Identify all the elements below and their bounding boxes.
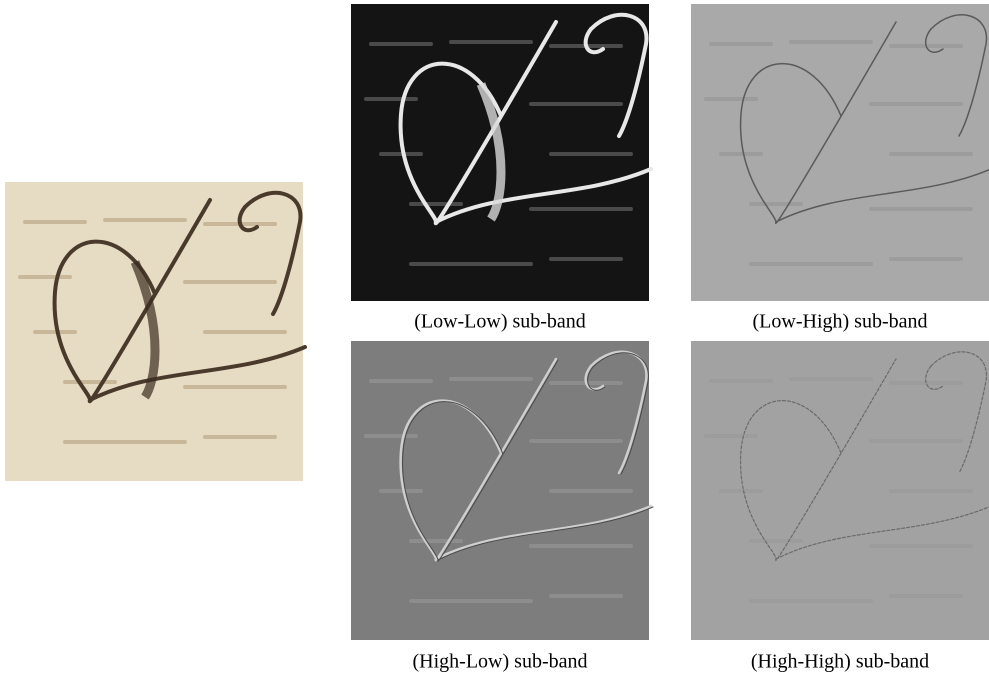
- caption: (High-Low) sub-band: [413, 651, 588, 673]
- caption: (High-High) sub-band: [751, 651, 929, 673]
- high-high-image: [691, 341, 989, 640]
- low-low-image: [351, 4, 651, 301]
- low-high-image: [691, 4, 989, 301]
- original-image: [5, 182, 305, 481]
- figure: (Low-Low) sub-band (Low-High) sub-band (…: [0, 0, 989, 678]
- high-low-image: [351, 341, 653, 640]
- caption: (Low-High) sub-band: [753, 311, 928, 333]
- caption: (Low-Low) sub-band: [414, 311, 586, 333]
